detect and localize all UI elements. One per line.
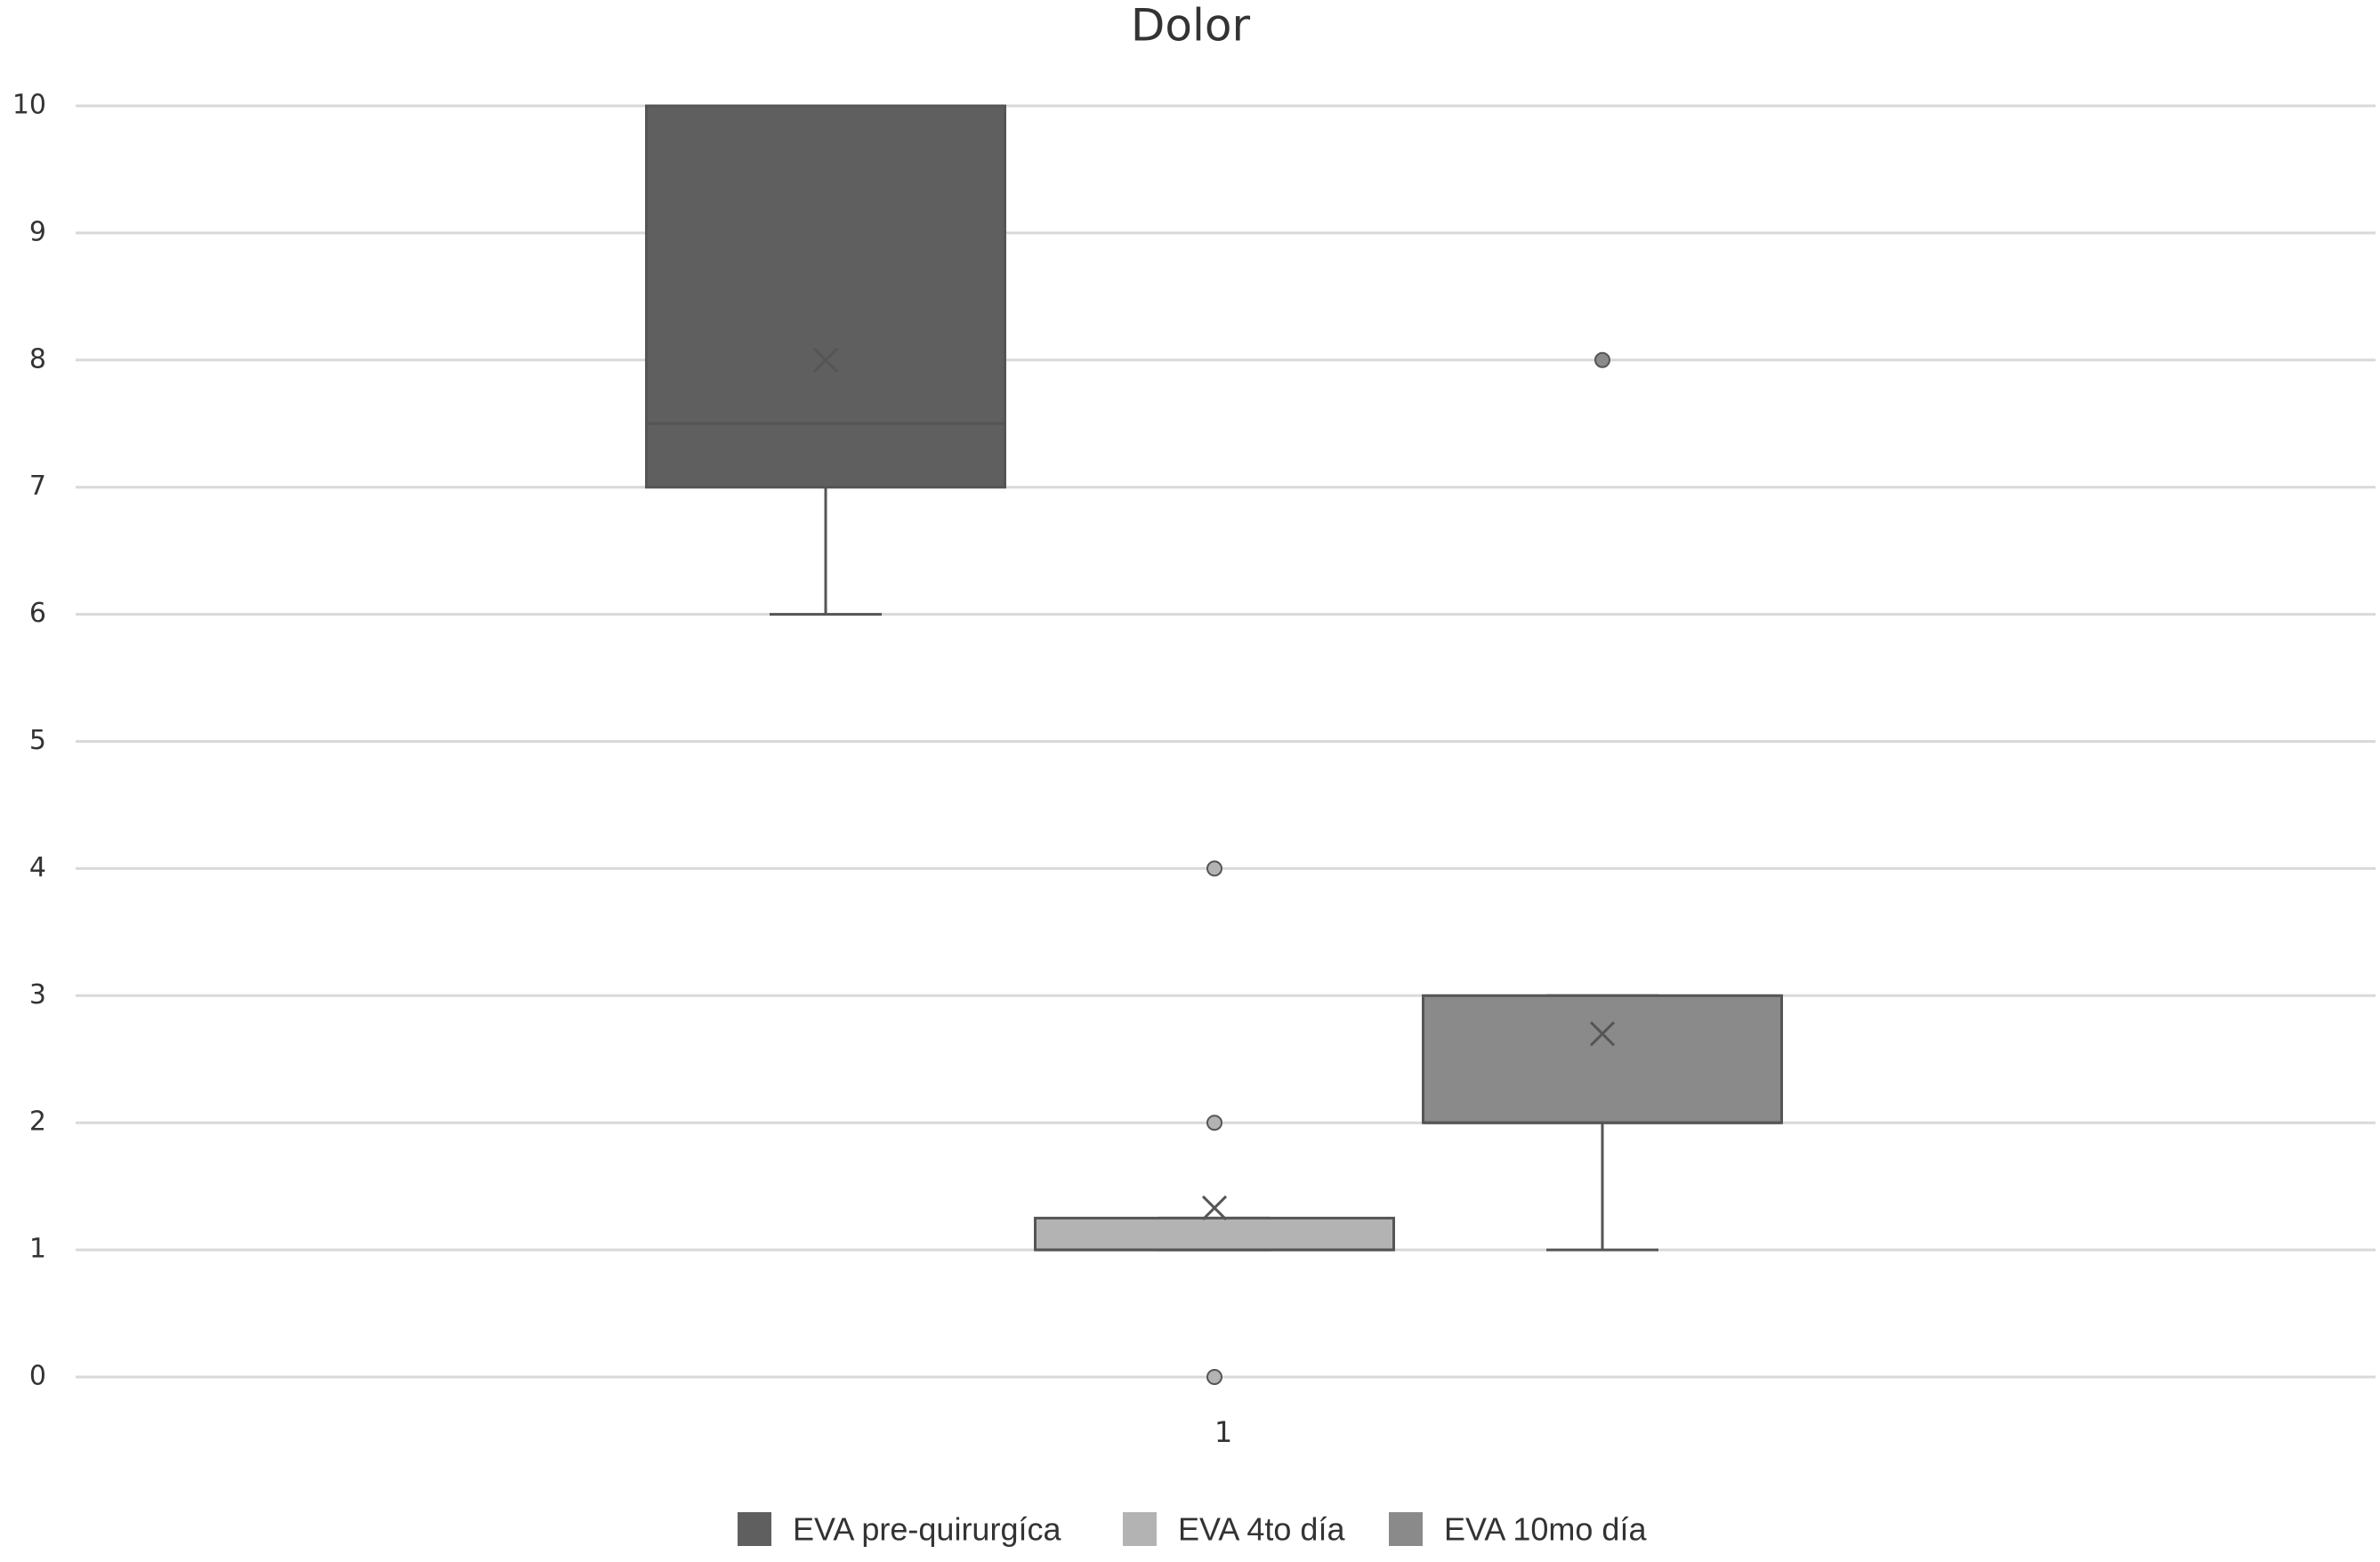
outlier	[1206, 860, 1222, 877]
y-tick-label: 8	[29, 343, 46, 374]
mean-marker	[1589, 1021, 1616, 1047]
y-tick-label: 6	[29, 598, 46, 629]
y-tick-label: 7	[29, 471, 46, 502]
y-tick-label: 2	[29, 1107, 46, 1138]
outlier	[1594, 351, 1610, 368]
y-tick-label: 10	[12, 90, 46, 121]
legend-swatch	[1389, 1512, 1423, 1546]
box	[645, 104, 1006, 489]
mean-stroke	[812, 347, 839, 373]
y-tick-label: 1	[29, 1234, 46, 1265]
legend-label: EVA 4to día	[1178, 1511, 1345, 1548]
x-tick-label: 1	[1214, 1415, 1232, 1449]
outlier	[1206, 1369, 1222, 1385]
box	[1422, 994, 1783, 1124]
box	[1034, 1216, 1395, 1252]
y-tick-label: 0	[29, 1361, 46, 1392]
legend-label: EVA pre-quirurgíca	[793, 1511, 1061, 1548]
mean-marker	[1201, 1195, 1228, 1221]
mean-stroke	[1589, 1021, 1616, 1047]
legend-swatch	[1123, 1512, 1157, 1546]
y-tick-label: 5	[29, 725, 46, 756]
y-tick-label: 9	[29, 216, 46, 247]
y-tick-label: 4	[29, 852, 46, 883]
mean-stroke	[1201, 1195, 1228, 1221]
legend-swatch	[738, 1512, 771, 1546]
legend-label: EVA 10mo día	[1444, 1511, 1647, 1548]
mean-marker	[812, 347, 839, 373]
chart-title: Dolor	[1131, 0, 1251, 52]
y-tick-label: 3	[29, 979, 46, 1010]
outlier	[1206, 1115, 1222, 1131]
